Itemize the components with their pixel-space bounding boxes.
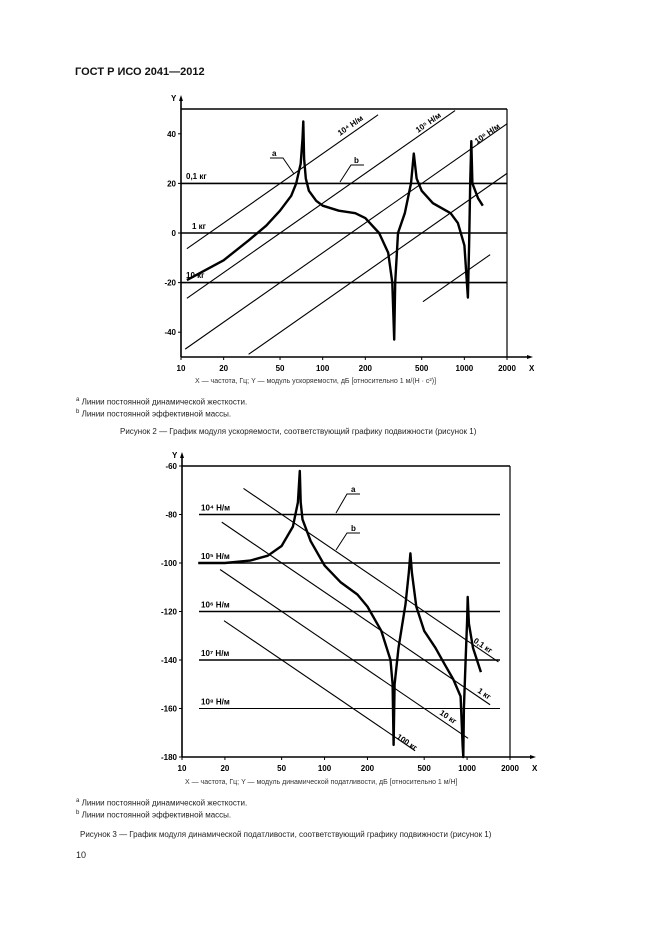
x-tick-label: 500 — [415, 364, 429, 373]
x-tick-label: 2000 — [501, 764, 519, 773]
x-tick-label: 2000 — [498, 364, 516, 373]
stiffness-line-label: 10⁷ Н/м — [201, 649, 229, 658]
footnote-mark: b — [76, 810, 80, 816]
stiffness-line — [184, 123, 508, 350]
figure2-axis-caption: X — частота, Гц; Y — модуль ускоряемости… — [195, 378, 437, 385]
x-tick-label: 100 — [318, 764, 332, 773]
standard-header: ГОСТ Р ИСО 2041—2012 — [75, 66, 205, 78]
x-axis-label: X — [532, 764, 538, 773]
y-tick-label: -80 — [165, 511, 177, 520]
stiffness-line-label: 10⁴ Н/м — [201, 504, 230, 513]
y-tick-label: 20 — [167, 179, 176, 188]
x-tick-label: 100 — [316, 364, 330, 373]
y-tick-label: -120 — [161, 608, 178, 617]
x-tick-label: 500 — [417, 764, 431, 773]
callout-b-leader — [335, 532, 360, 551]
footnote-text: Линии постоянной эффективной массы. — [81, 409, 232, 419]
y-tick-label: 0 — [172, 229, 177, 238]
callout-b: b — [351, 524, 356, 533]
callout-b-leader — [339, 164, 364, 183]
y-tick-label: -60 — [165, 462, 177, 471]
callout-a: a — [351, 485, 356, 494]
callout-a-leader — [335, 493, 360, 514]
x-tick-label: 20 — [219, 364, 228, 373]
y-tick-label: -140 — [161, 656, 178, 665]
x-axis-arrow-icon — [527, 355, 533, 359]
figure3-footnote-a: a Линии постоянной динамической жесткост… — [76, 798, 247, 808]
y-tick-label: -100 — [161, 559, 178, 568]
mass-line-label: 100 кг — [395, 732, 420, 753]
stiffness-line — [248, 172, 508, 355]
mass-line-label: 0,1 кг — [186, 172, 207, 181]
mass-line — [219, 569, 469, 739]
figure3-axis-caption: X — частота, Гц; Y — модуль динамической… — [185, 779, 458, 786]
callout-b: b — [354, 156, 359, 165]
stiffness-line — [186, 114, 379, 250]
mass-line-label: 1 кг — [192, 222, 207, 231]
y-tick-label: -180 — [161, 753, 178, 762]
x-tick-label: 10 — [177, 364, 186, 373]
x-axis-arrow-icon — [530, 755, 536, 759]
footnote-mark: a — [76, 798, 80, 804]
y-tick-label: -20 — [164, 279, 176, 288]
x-tick-label: 50 — [276, 364, 285, 373]
y-axis-label: Y — [171, 94, 177, 103]
stiffness-line-label: 10⁶ Н/м — [201, 601, 230, 610]
y-tick-label: -40 — [164, 328, 176, 337]
x-tick-label: 10 — [178, 764, 187, 773]
mass-line — [223, 620, 416, 752]
stiffness-line — [422, 254, 491, 303]
figure3-footnote-b: b Линии постоянной эффективной массы. — [76, 810, 231, 820]
x-tick-label: 20 — [220, 764, 229, 773]
stiffness-line-label: 10⁸ Н/м — [201, 698, 230, 707]
x-tick-label: 1000 — [458, 764, 476, 773]
response-curve — [186, 120, 484, 341]
footnote-mark: b — [76, 409, 80, 415]
figure2-caption: Рисунок 2 — График модуля ускоряемости, … — [120, 427, 477, 436]
mass-line-label: 1 кг — [476, 686, 493, 702]
callout-a-leader — [270, 157, 295, 175]
y-tick-label: 40 — [167, 130, 176, 139]
stiffness-line-label: 10⁵ Н/м — [201, 552, 230, 561]
callout-a: a — [272, 149, 277, 158]
x-tick-label: 200 — [361, 764, 375, 773]
x-axis-label: X — [529, 364, 535, 373]
footnote-mark: a — [76, 397, 80, 403]
y-axis-arrow-icon — [179, 95, 183, 101]
mass-line-label: 10 кг — [438, 708, 459, 726]
y-axis-label: Y — [172, 451, 178, 460]
figure3-caption: Рисунок 3 — График модуля динамической п… — [80, 830, 492, 839]
x-tick-label: 1000 — [455, 364, 473, 373]
x-tick-label: 50 — [277, 764, 286, 773]
y-tick-label: -160 — [161, 705, 178, 714]
mass-line — [243, 487, 499, 663]
mass-line — [221, 521, 491, 706]
figure2-footnote-b: b Линии постоянной эффективной массы. — [76, 409, 231, 419]
response-curve — [198, 469, 483, 759]
footnote-text: Линии постоянной динамической жесткости. — [81, 798, 248, 808]
page-number: 10 — [76, 850, 87, 860]
footnote-text: Линии постоянной эффективной массы. — [81, 810, 232, 820]
figure2-footnote-a: a Линии постоянной динамической жесткост… — [76, 397, 247, 407]
x-tick-label: 200 — [359, 364, 373, 373]
y-axis-arrow-icon — [180, 452, 184, 458]
footnote-text: Линии постоянной динамической жесткости. — [81, 397, 248, 407]
